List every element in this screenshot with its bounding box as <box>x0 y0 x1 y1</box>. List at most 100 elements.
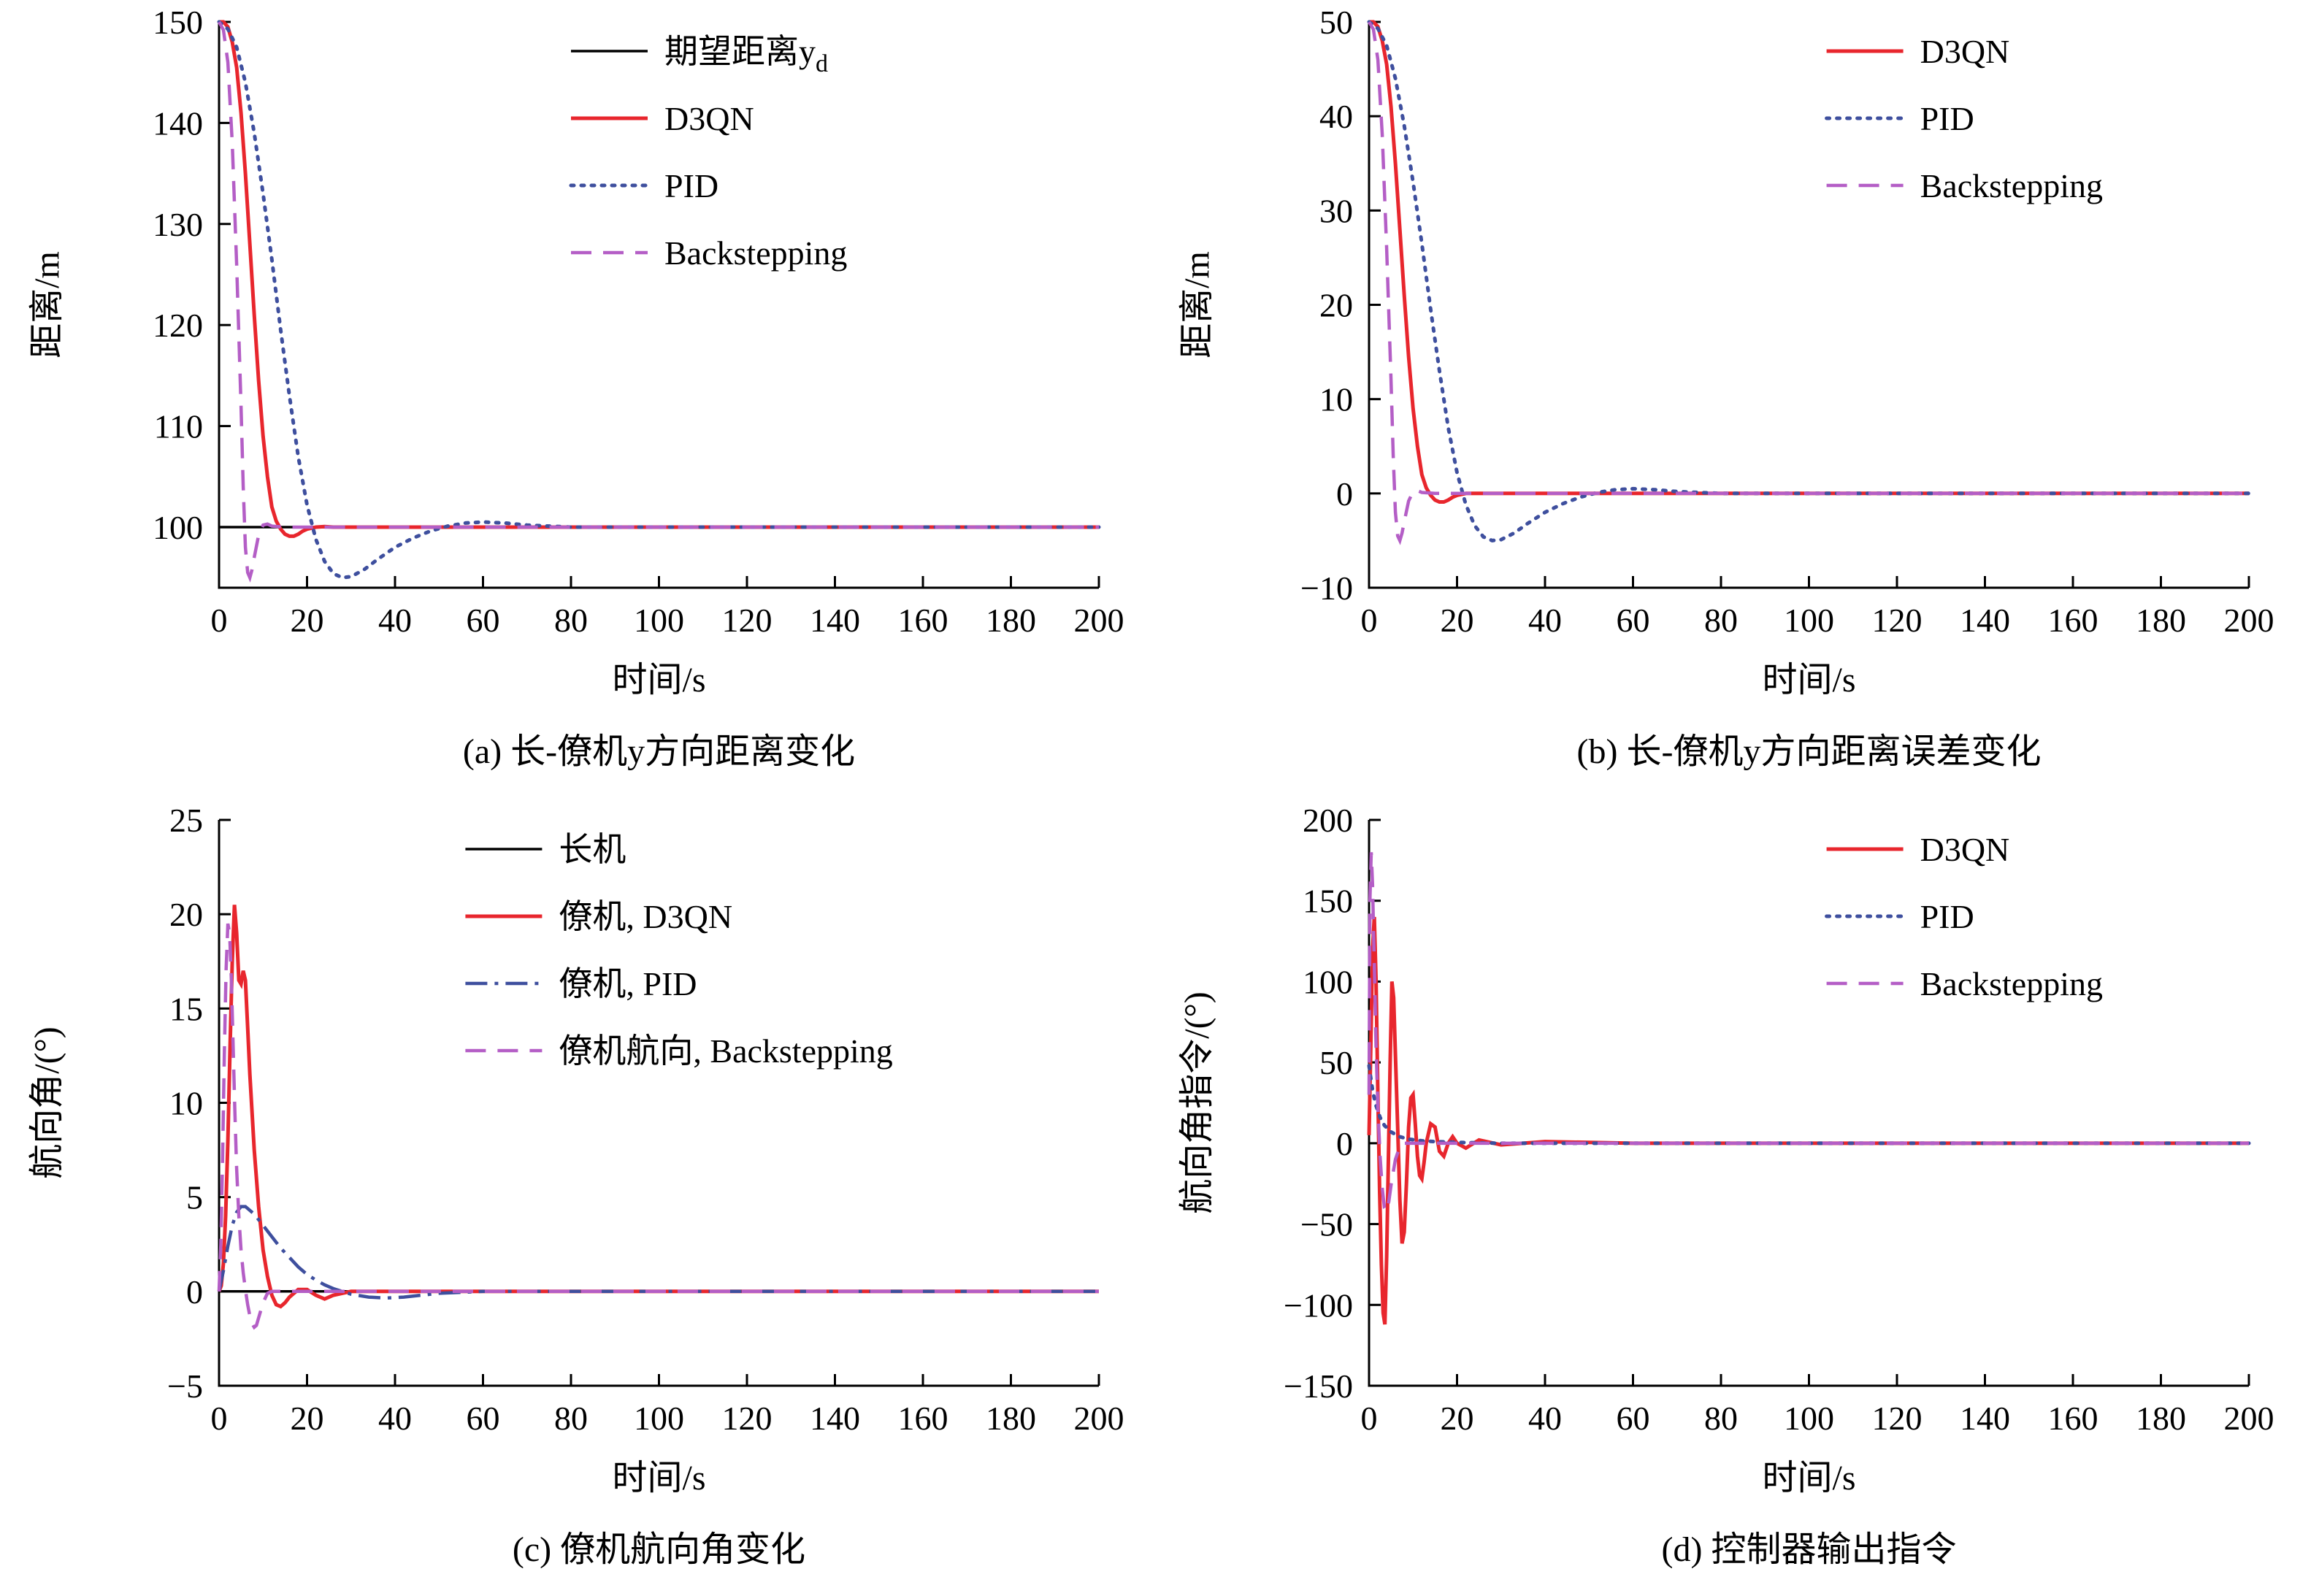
svg-text:Backstepping: Backstepping <box>1920 965 2103 1002</box>
svg-text:PID: PID <box>1920 100 1974 137</box>
svg-text:10: 10 <box>169 1085 203 1122</box>
svg-text:140: 140 <box>1960 602 2010 639</box>
svg-text:D3QN: D3QN <box>1920 831 2010 868</box>
svg-text:时间/s: 时间/s <box>612 661 705 699</box>
svg-text:180: 180 <box>986 602 1036 639</box>
svg-text:航向角/(°): 航向角/(°) <box>28 1027 66 1179</box>
svg-text:20: 20 <box>1441 1400 1474 1437</box>
svg-text:时间/s: 时间/s <box>1762 661 1855 699</box>
svg-text:0: 0 <box>186 1273 203 1311</box>
svg-text:180: 180 <box>986 1400 1036 1437</box>
svg-text:40: 40 <box>378 602 412 639</box>
svg-text:D3QN: D3QN <box>664 100 754 137</box>
svg-text:200: 200 <box>2224 602 2274 639</box>
chart-heading-angle: 0 20 40 60 80 100 120 140 160 180 200−50510152025时… <box>0 798 1150 1528</box>
svg-text:0: 0 <box>211 1400 228 1437</box>
svg-text:PID: PID <box>664 167 718 204</box>
svg-text:长机: 长机 <box>559 831 626 868</box>
svg-text:50: 50 <box>1319 4 1353 41</box>
svg-text:80: 80 <box>1704 1400 1738 1437</box>
svg-text:时间/s: 时间/s <box>1762 1459 1855 1497</box>
svg-text:40: 40 <box>1528 602 1562 639</box>
svg-text:130: 130 <box>153 206 203 243</box>
svg-text:160: 160 <box>2048 1400 2098 1437</box>
svg-text:−10: −10 <box>1300 569 1353 607</box>
caption-d: (d) 控制器输出指令 <box>1661 1530 1957 1569</box>
svg-text:−150: −150 <box>1284 1367 1353 1405</box>
svg-text:100: 100 <box>1303 963 1353 1000</box>
svg-text:0: 0 <box>1336 1125 1353 1162</box>
svg-text:100: 100 <box>1784 602 1834 639</box>
svg-text:40: 40 <box>1528 1400 1562 1437</box>
panel-d: 0 20 40 60 80 100 120 140 160 180 200 −150 −100 −50 0 5… <box>1150 798 2300 1596</box>
svg-text:60: 60 <box>467 1400 500 1437</box>
svg-text:20: 20 <box>1319 287 1353 324</box>
svg-text:180: 180 <box>2136 1400 2186 1437</box>
svg-text:25: 25 <box>169 802 203 839</box>
svg-text:60: 60 <box>467 602 500 639</box>
svg-text:10: 10 <box>1319 381 1353 418</box>
svg-text:110: 110 <box>154 408 203 445</box>
svg-text:僚机航向, Backstepping: 僚机航向, Backstepping <box>559 1032 892 1070</box>
svg-text:160: 160 <box>898 602 948 639</box>
svg-text:5: 5 <box>186 1179 203 1216</box>
chart-distance-error: 0 20 40 60 80 100 120 140 160 180 200−100102030405… <box>1150 0 2300 730</box>
panel-c: 0 20 40 60 80 100 120 140 160 180 200 −5 0 5 10 15 20 25 时… <box>0 798 1150 1596</box>
svg-text:140: 140 <box>1960 1400 2010 1437</box>
svg-text:Backstepping: Backstepping <box>664 234 847 272</box>
svg-text:僚机, D3QN: 僚机, D3QN <box>559 898 732 935</box>
svg-text:15: 15 <box>169 990 203 1027</box>
svg-text:150: 150 <box>1303 883 1353 920</box>
svg-text:僚机, PID: 僚机, PID <box>559 965 697 1002</box>
svg-text:20: 20 <box>291 1400 324 1437</box>
svg-text:120: 120 <box>1872 602 1923 639</box>
svg-text:20: 20 <box>169 896 203 933</box>
caption-a: (a) 长-僚机y方向距离变化 <box>462 732 856 771</box>
svg-text:0: 0 <box>211 602 228 639</box>
svg-text:160: 160 <box>2048 602 2098 639</box>
svg-text:距离/m: 距离/m <box>28 251 66 358</box>
svg-text:180: 180 <box>2136 602 2186 639</box>
svg-text:120: 120 <box>722 1400 773 1437</box>
svg-text:120: 120 <box>153 307 203 344</box>
svg-text:80: 80 <box>1704 602 1738 639</box>
svg-text:140: 140 <box>810 1400 860 1437</box>
svg-text:200: 200 <box>1074 602 1124 639</box>
svg-text:140: 140 <box>810 602 860 639</box>
svg-text:距离/m: 距离/m <box>1178 251 1216 358</box>
svg-text:PID: PID <box>1920 898 1974 935</box>
svg-text:50: 50 <box>1319 1044 1353 1081</box>
svg-text:200: 200 <box>2224 1400 2274 1437</box>
svg-text:150: 150 <box>153 4 203 41</box>
panel-a: 0 20 40 60 80 100 120 140 160 180 200 100 110 120 130 1… <box>0 0 1150 798</box>
svg-text:100: 100 <box>634 602 684 639</box>
svg-text:100: 100 <box>1784 1400 1834 1437</box>
svg-text:120: 120 <box>722 602 773 639</box>
svg-text:80: 80 <box>554 602 588 639</box>
svg-text:40: 40 <box>1319 98 1353 135</box>
caption-b: (b) 长-僚机y方向距离误差变化 <box>1576 732 2042 771</box>
panel-b: 0 20 40 60 80 100 120 140 160 180 200 −10 0 10 20 30 40 5… <box>1150 0 2300 798</box>
caption-c: (c) 僚机航向角变化 <box>512 1530 806 1569</box>
svg-text:140: 140 <box>153 104 203 142</box>
svg-text:D3QN: D3QN <box>1920 33 2010 70</box>
svg-text:0: 0 <box>1361 602 1378 639</box>
chart-controller-output: 0 20 40 60 80 100 120 140 160 180 200 −150 −100 −50 0 5… <box>1150 798 2300 1528</box>
svg-text:Backstepping: Backstepping <box>1920 167 2103 204</box>
svg-text:40: 40 <box>378 1400 412 1437</box>
svg-text:100: 100 <box>153 509 203 546</box>
svg-text:120: 120 <box>1872 1400 1923 1437</box>
svg-text:200: 200 <box>1074 1400 1124 1437</box>
svg-text:160: 160 <box>898 1400 948 1437</box>
svg-text:30: 30 <box>1319 192 1353 229</box>
chart-distance-y: 0 20 40 60 80 100 120 140 160 180 200 100 110 120 130 1… <box>0 0 1150 730</box>
svg-text:0: 0 <box>1336 475 1353 513</box>
svg-text:−5: −5 <box>167 1367 203 1405</box>
svg-text:−50: −50 <box>1300 1206 1353 1243</box>
svg-text:100: 100 <box>634 1400 684 1437</box>
svg-text:−100: −100 <box>1284 1286 1353 1324</box>
svg-text:200: 200 <box>1303 802 1353 839</box>
svg-text:60: 60 <box>1617 602 1650 639</box>
svg-text:期望距离yd: 期望距离yd <box>664 33 828 77</box>
